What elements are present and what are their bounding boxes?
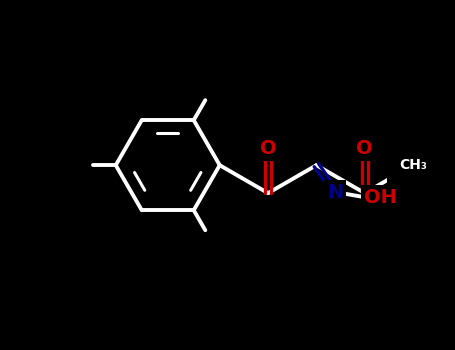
Text: OH: OH [364,188,396,206]
Text: CH₃: CH₃ [399,158,427,172]
Text: N: N [327,182,344,202]
Text: O: O [260,139,276,159]
Text: O: O [356,139,373,159]
